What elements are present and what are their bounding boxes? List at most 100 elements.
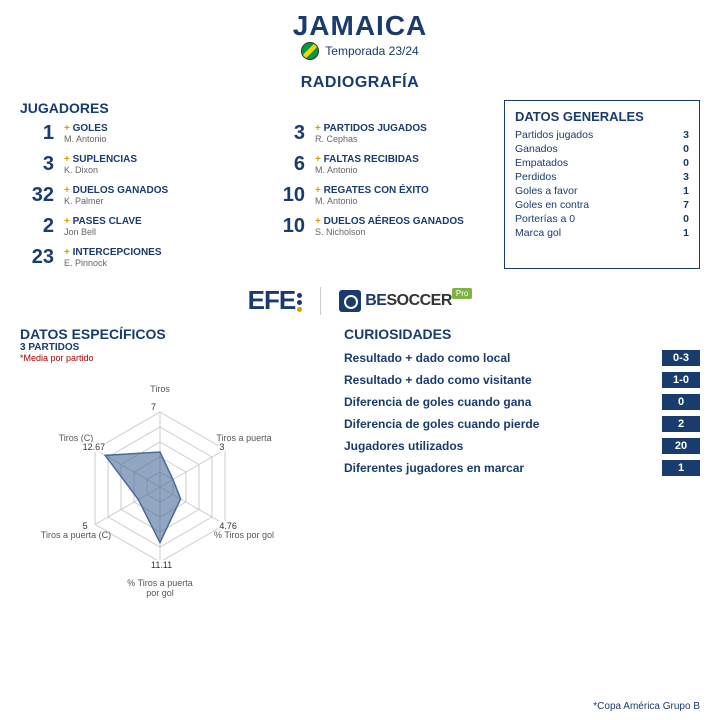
radar-chart: Tiros 7 Tiros a puerta3 % Tiros por gol4.76… [20,367,300,597]
bottom-section: DATOS ESPECÍFICOS 3 PARTIDOS *Media por … [0,326,720,597]
logo-efe: EFE [248,285,303,316]
curiosity-label: Resultado + dado como visitante [344,373,532,387]
general-row: Partidos jugados3 [515,128,689,142]
stat-row: 10 DUELOS AÉREOS GANADOSS. Nicholson [271,215,492,238]
stat-value: 2 [20,215,54,238]
general-label: Marca gol [515,227,561,239]
curiosity-label: Resultado + dado como local [344,351,510,365]
general-row: Goles en contra 7 [515,198,689,212]
stat-player: S. Nicholson [315,227,464,237]
footnote: *Copa América Grupo B [593,701,700,712]
stat-value: 32 [20,184,54,207]
players-col-left: 1GOLESM. Antonio3SUPLENCIASK. Dixon32DUE… [20,122,241,269]
curiosity-row: Resultado + dado como visitante1-0 [344,372,700,388]
curiosity-value: 20 [662,438,700,454]
stat-row: 3SUPLENCIASK. Dixon [20,153,241,176]
players-title: JUGADORES [20,100,492,116]
curiosity-value: 2 [662,416,700,432]
stat-label: DUELOS GANADOS [64,185,168,196]
section-title: RADIOGRAFÍA [0,74,720,92]
general-row: Goles a favor1 [515,184,689,198]
logo-divider [320,287,321,315]
players-col-right: 3PARTIDOS JUGADOSR. Cephas6FALTAS RECIBI… [271,122,492,269]
season-label: Temporada 23/24 [325,44,418,58]
specific-title: DATOS ESPECÍFICOS [20,326,320,342]
curiosity-label: Diferentes jugadores en marcar [344,461,524,475]
radar-value: 4.76 [218,521,238,531]
stat-label: GOLES [64,123,108,134]
stat-player: E. Pinnock [64,258,162,268]
general-value: 7 [683,199,689,211]
stat-value: 10 [271,215,305,238]
radar-axis-label: Tiros a puerta (C) [36,530,116,540]
pro-badge: Pro [452,288,472,299]
stat-label: DUELOS AÉREOS GANADOS [315,216,464,227]
general-value: 3 [683,171,689,183]
curiosity-row: Resultado + dado como local 0-3 [344,350,700,366]
players-block: JUGADORES 1GOLESM. Antonio3SUPLENCIASK. … [20,100,492,269]
logo-besoccer: BESOCCER Pro [339,290,472,312]
team-name: JAMAICA [0,10,720,42]
general-label: Empatados [515,157,568,169]
general-label: Porterías a 0 [515,213,575,225]
stat-row: 1 GOLESM. Antonio [20,122,241,145]
flag-icon [301,42,319,60]
season-row: Temporada 23/24 [0,42,720,60]
stat-label: FALTAS RECIBIDAS [315,154,419,165]
stat-value: 6 [271,153,305,176]
general-row: Marca gol1 [515,226,689,240]
curiosities-title: CURIOSIDADES [344,326,700,342]
stat-player: Jon Bell [64,227,142,237]
general-label: Goles en contra [515,199,589,211]
general-box: DATOS GENERALES Partidos jugados3Ganados… [504,100,700,269]
stat-row: 6FALTAS RECIBIDASM. Antonio [271,153,492,176]
radar-axis-label: % Tiros a puerta por gol [120,578,200,598]
stat-value: 10 [271,184,305,207]
curiosity-label: Jugadores utilizados [344,439,463,453]
radar-value: 5 [82,521,89,531]
general-label: Goles a favor [515,185,577,197]
specific-subtitle: 3 PARTIDOS [20,342,320,353]
stat-value: 3 [20,153,54,176]
curiosity-value: 0-3 [662,350,700,366]
stat-player: M. Antonio [64,134,108,144]
stat-value: 1 [20,122,54,145]
general-value: 0 [683,143,689,155]
stat-label: PARTIDOS JUGADOS [315,123,427,134]
general-row: Ganados 0 [515,142,689,156]
radar-axis-label: Tiros [120,384,200,394]
radar-value: 7 [150,402,157,412]
stat-value: 3 [271,122,305,145]
radar-value: 3 [218,442,225,452]
specific-block: DATOS ESPECÍFICOS 3 PARTIDOS *Media por … [20,326,320,597]
general-rows: Partidos jugados3Ganados 0 Empatados 0 Perdi… [515,128,689,240]
general-value: 3 [683,129,689,141]
general-row: Empatados 0 [515,156,689,170]
stat-row: 3PARTIDOS JUGADOSR. Cephas [271,122,492,145]
curiosity-label: Diferencia de goles cuando pierde [344,417,539,431]
header: JAMAICA Temporada 23/24 [0,0,720,64]
besoccer-text: BESOCCER [365,292,452,310]
general-title: DATOS GENERALES [515,109,689,124]
curiosity-row: Diferentes jugadores en marcar 1 [344,460,700,476]
curiosity-label: Diferencia de goles cuando gana [344,395,531,409]
radar-value: 11.11 [150,560,173,570]
stat-player: K. Dixon [64,165,137,175]
curiosities-rows: Resultado + dado como local0-3Resultado … [344,350,700,476]
stat-value: 23 [20,246,54,269]
stat-label: INTERCEPCIONES [64,247,162,258]
stat-player: M. Antonio [315,196,429,206]
curiosities-block: CURIOSIDADES Resultado + dado como local… [344,326,700,597]
general-label: Perdidos [515,171,556,183]
curiosity-value: 1 [662,460,700,476]
main-content: JUGADORES 1GOLESM. Antonio3SUPLENCIASK. … [0,100,720,269]
logos-row: EFE BESOCCER Pro [0,285,720,316]
specific-note: *Media por partido [20,353,320,363]
general-value: 0 [683,157,689,169]
stat-player: K. Palmer [64,196,168,206]
general-label: Ganados [515,143,558,155]
radar-axis-label: Tiros a puerta [204,433,284,443]
radar-axis-label: % Tiros por gol [204,530,284,540]
general-row: Porterías a 00 [515,212,689,226]
stat-label: PASES CLAVE [64,216,142,227]
